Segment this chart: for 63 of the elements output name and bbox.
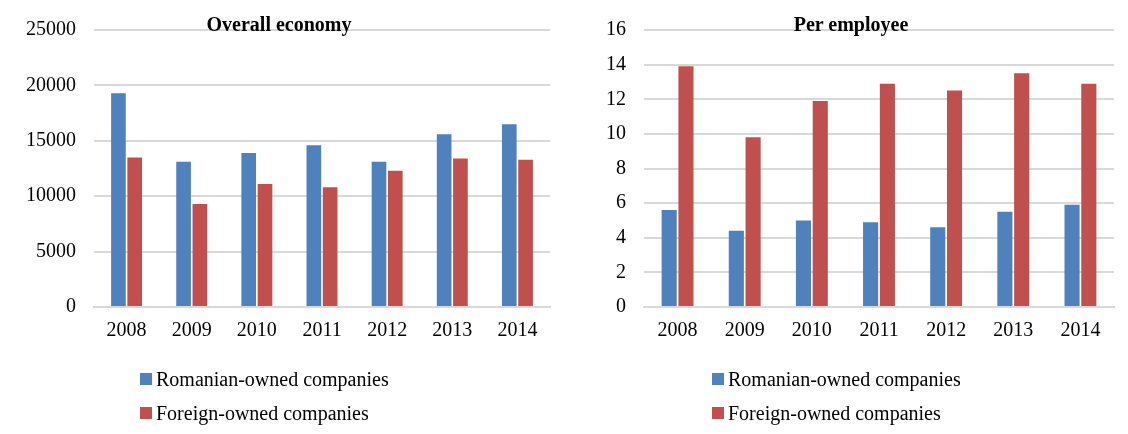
bar (518, 159, 533, 306)
bar (1014, 73, 1030, 306)
bar (111, 93, 126, 306)
bar (930, 227, 946, 306)
x-tick-label: 2014 (497, 318, 538, 341)
y-tick-label: 6 (616, 190, 626, 213)
x-tick-label: 2013 (432, 318, 473, 341)
y-tick-label: 25000 (26, 17, 76, 40)
bar (176, 161, 191, 306)
bar (1081, 83, 1097, 306)
y-tick-label: 5000 (36, 238, 76, 261)
bar (192, 203, 208, 306)
bar (387, 170, 403, 306)
x-tick-label: 2014 (1060, 318, 1101, 341)
x-tick-label: 2012 (926, 318, 967, 341)
y-tick-label: 0 (616, 294, 626, 317)
y-tick-label: 0 (66, 294, 76, 317)
bar (879, 83, 895, 306)
bar (795, 220, 812, 306)
x-tick-label: 2013 (993, 318, 1034, 341)
y-tick-label: 8 (616, 155, 626, 178)
bar (812, 100, 828, 306)
bar (453, 158, 468, 306)
y-tick-label: 20000 (26, 72, 76, 95)
legend-label: Romanian-owned companies (728, 367, 961, 393)
y-tick-label: 10000 (26, 183, 76, 206)
bar (127, 157, 143, 306)
y-tick-label: 2 (616, 259, 626, 282)
x-tick-label: 2012 (367, 318, 408, 341)
bar (728, 230, 744, 306)
y-tick-label: 12 (606, 86, 626, 109)
x-tick-label: 2009 (724, 318, 765, 341)
x-tick-label: 2008 (106, 318, 147, 341)
legend-label: Foreign-owned companies (156, 401, 369, 427)
bar (501, 124, 517, 306)
bar (371, 161, 387, 306)
bar (661, 210, 677, 306)
chart-title: Overall economy (206, 13, 352, 37)
bar (322, 187, 338, 306)
bar (863, 222, 879, 306)
bar (241, 152, 257, 306)
bar (436, 134, 452, 306)
x-tick-label: 2008 (657, 318, 698, 341)
x-tick-label: 2010 (791, 318, 832, 341)
bar (946, 90, 963, 306)
y-tick-label: 10 (606, 121, 626, 144)
bar (257, 184, 273, 306)
y-tick-label: 4 (616, 225, 626, 247)
bar (306, 145, 322, 306)
x-tick-label: 2011 (302, 318, 342, 341)
bar (1064, 204, 1080, 306)
x-tick-label: 2011 (859, 318, 899, 341)
chart-title: Per employee (793, 13, 909, 37)
bar (678, 66, 694, 306)
x-tick-label: 2009 (171, 318, 212, 341)
bar (745, 137, 761, 306)
legend-label: Foreign-owned companies (728, 401, 941, 427)
bar (997, 211, 1013, 306)
y-tick-label: 15000 (26, 128, 76, 151)
y-tick-label: 16 (606, 17, 626, 40)
x-tick-label: 2010 (236, 318, 277, 341)
y-tick-label: 14 (606, 51, 626, 74)
legend-label: Romanian-owned companies (156, 367, 389, 393)
